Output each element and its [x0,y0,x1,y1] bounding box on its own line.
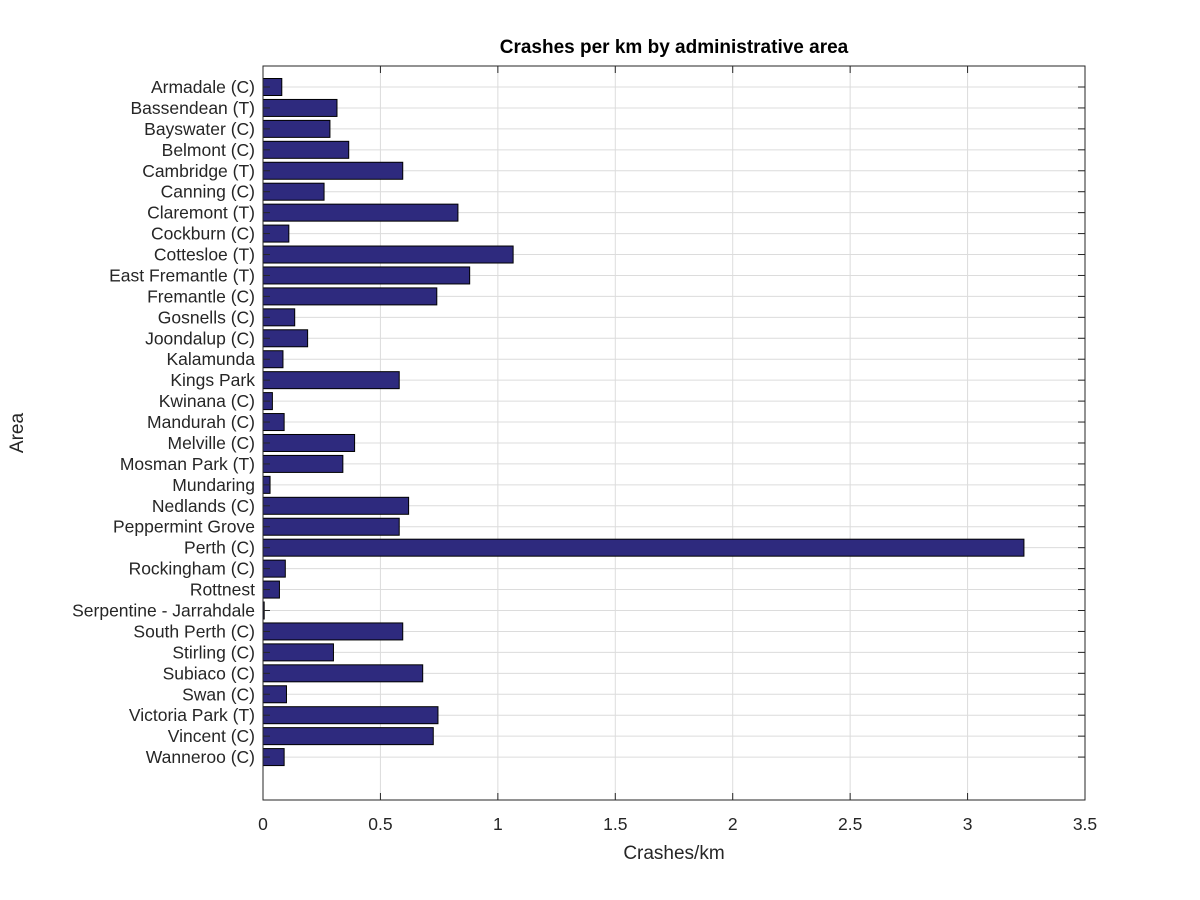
bar [262,622,404,641]
bar [262,287,438,306]
x-tick-label: 1.5 [603,814,627,834]
category-label: Kwinana (C) [159,391,255,411]
category-label: Kings Park [170,370,255,390]
category-label: Bayswater (C) [144,119,255,139]
bar [262,706,439,725]
category-label: Mandurah (C) [147,412,255,432]
x-tick-label: 1 [493,814,503,834]
category-label: Kalamunda [166,349,255,369]
x-tick-label: 3 [963,814,973,834]
bar [262,119,331,138]
bar [262,643,334,662]
category-label: South Perth (C) [133,621,255,641]
chart-title: Crashes per km by administrative area [500,37,849,58]
x-tick-labels: 0 0.5 1 1.5 2 2.5 3 3.5 [258,814,1097,834]
category-label: Cockburn (C) [151,224,255,244]
category-labels: Armadale (C)Bassendean (T)Bayswater (C)B… [72,77,255,767]
category-label: Rottnest [190,580,255,600]
x-tick-label: 0 [258,814,268,834]
bar [262,245,514,264]
x-tick-label: 2 [728,814,738,834]
bar [262,266,471,285]
category-label: Serpentine - Jarrahdale [72,601,255,621]
x-tick-label: 0.5 [368,814,392,834]
category-label: Bassendean (T) [130,98,255,118]
category-label: Mundaring [172,475,255,495]
category-label: Melville (C) [168,433,256,453]
bar [262,98,338,117]
bar [262,517,400,536]
bar [262,182,325,201]
category-label: Fremantle (C) [147,286,255,306]
x-tick-label: 3.5 [1073,814,1097,834]
plot-area-border [262,65,1086,801]
x-tick-label: 2.5 [838,814,862,834]
category-label: Canning (C) [161,182,255,202]
category-label: Rockingham (C) [129,559,255,579]
category-label: Peppermint Grove [113,517,255,537]
category-label: Subiaco (C) [163,663,255,683]
bar [262,538,1025,557]
category-label: Gosnells (C) [158,307,255,327]
category-label: Belmont (C) [162,140,255,160]
category-label: Cambridge (T) [142,161,255,181]
category-label: Armadale (C) [151,77,255,97]
bar [262,203,459,222]
bar [262,371,400,390]
category-label: Claremont (T) [147,203,255,223]
x-axis-label: Crashes/km [623,843,724,864]
y-axis-label: Area [7,413,28,454]
bar [262,161,404,180]
category-label: Cottesloe (T) [154,245,255,265]
category-label: Wanneroo (C) [146,747,255,767]
category-label: Stirling (C) [172,642,255,662]
category-label: Mosman Park (T) [120,454,255,474]
category-label: Nedlands (C) [152,496,255,516]
bar [262,496,410,515]
grid-lines [263,66,1085,800]
bar [262,454,344,473]
bar [262,140,350,159]
bar [262,433,356,452]
category-label: Victoria Park (T) [129,705,255,725]
category-label: Perth (C) [184,538,255,558]
bar [262,664,424,683]
category-label: Swan (C) [182,684,255,704]
category-label: Vincent (C) [168,726,255,746]
category-label: Joondalup (C) [145,328,255,348]
category-label: East Fremantle (T) [109,265,255,285]
bar [262,727,434,746]
bars [262,78,1025,767]
